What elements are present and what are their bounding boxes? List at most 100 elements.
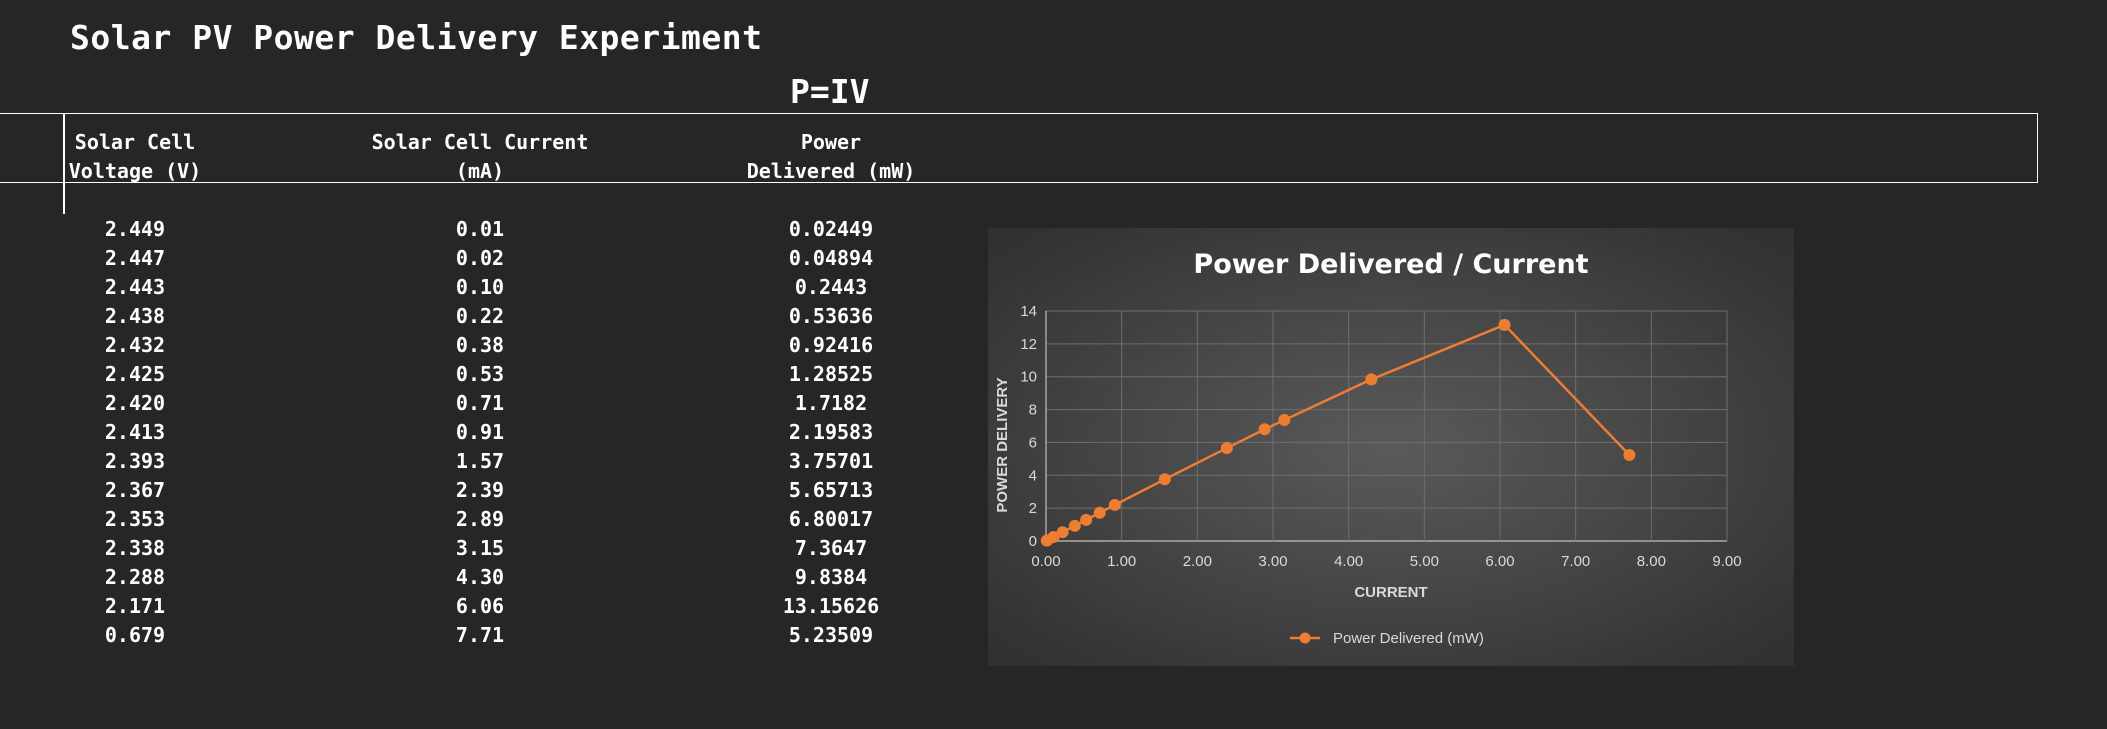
formula-label: P=IV [790, 72, 870, 111]
data-point [1258, 423, 1271, 436]
data-point [1108, 498, 1121, 511]
x-tick-label: 7.00 [1561, 553, 1590, 570]
cell-power: 3.75701 [788, 449, 874, 473]
cell-power: 1.28525 [788, 362, 874, 386]
column-header-power-line2: Delivered (mW) [746, 159, 916, 183]
data-point [1068, 519, 1081, 532]
cell-current: 1.57 [455, 449, 505, 473]
cell-current: 0.91 [455, 420, 505, 444]
cell-voltage: 2.393 [104, 449, 166, 473]
cell-voltage: 2.338 [104, 536, 166, 560]
column-header-power: Power Delivered (mW) [740, 128, 922, 186]
column-header-voltage: Solar Cell Voltage (V) [64, 128, 206, 186]
cell-voltage: 2.420 [104, 391, 166, 415]
table-left-divider [63, 113, 65, 214]
cell-current: 0.38 [455, 333, 505, 357]
y-tick-label: 8 [1029, 402, 1037, 419]
cell-voltage: 2.443 [104, 275, 166, 299]
x-tick-label: 8.00 [1637, 553, 1666, 570]
cell-power: 7.3647 [794, 536, 868, 560]
chart-panel: Power Delivered / Current 0 2 4 6 8 10 12 14 0.0… [988, 228, 1794, 666]
cell-voltage: 2.438 [104, 304, 166, 328]
chart-legend: Power Delivered (mW) [1290, 630, 1484, 647]
cell-power: 5.23509 [788, 623, 874, 647]
column-header-voltage-line1: Solar Cell [74, 130, 196, 154]
table-header-border [0, 113, 2038, 183]
cell-current: 7.71 [455, 623, 505, 647]
cell-current: 0.22 [455, 304, 505, 328]
cell-power: 0.2443 [794, 275, 868, 299]
x-tick-label: 3.00 [1258, 553, 1287, 570]
x-tick-label: 5.00 [1410, 553, 1439, 570]
legend-label: Power Delivered (mW) [1333, 630, 1484, 647]
y-axis-title: POWER DELIVERY [994, 377, 1011, 512]
cell-voltage: 2.425 [104, 362, 166, 386]
chart-ticks: 0 2 4 6 8 10 12 14 0.00 1.00 2.00 3.00 4.00 5.00 6.00 7… [1020, 303, 1741, 570]
cell-current: 2.89 [455, 507, 505, 531]
cell-voltage: 2.171 [104, 594, 166, 618]
data-point [1080, 513, 1093, 526]
chart-series [1040, 318, 1636, 547]
y-tick-label: 12 [1020, 336, 1037, 353]
cell-power: 0.53636 [788, 304, 874, 328]
cell-current: 3.15 [455, 536, 505, 560]
cell-current: 0.02 [455, 246, 505, 270]
cell-power: 13.15626 [782, 594, 880, 618]
data-point [1220, 442, 1233, 455]
column-header-voltage-line2: Voltage (V) [68, 159, 202, 183]
column-header-current-line2: (mA) [455, 159, 505, 183]
legend-marker [1299, 632, 1311, 644]
chart-title: Power Delivered / Current [1193, 249, 1588, 280]
cell-current: 0.10 [455, 275, 505, 299]
x-tick-label: 4.00 [1334, 553, 1363, 570]
cell-power: 9.8384 [794, 565, 868, 589]
x-tick-label: 2.00 [1183, 553, 1212, 570]
cell-power: 6.80017 [788, 507, 874, 531]
cell-current: 0.53 [455, 362, 505, 386]
cell-power: 0.02449 [788, 217, 874, 241]
cell-voltage: 2.413 [104, 420, 166, 444]
data-point [1278, 414, 1291, 427]
cell-voltage: 2.288 [104, 565, 166, 589]
x-axis-title: CURRENT [1354, 584, 1427, 601]
cell-current: 6.06 [455, 594, 505, 618]
column-header-current: Solar Cell Current (mA) [360, 128, 600, 186]
data-point [1093, 506, 1106, 519]
cell-voltage: 2.449 [104, 217, 166, 241]
cell-voltage: 2.447 [104, 246, 166, 270]
y-tick-label: 14 [1020, 303, 1037, 320]
data-point [1365, 373, 1378, 386]
cell-voltage: 2.367 [104, 478, 166, 502]
cell-current: 2.39 [455, 478, 505, 502]
cell-current: 4.30 [455, 565, 505, 589]
y-tick-label: 2 [1029, 500, 1037, 517]
cell-current: 0.71 [455, 391, 505, 415]
data-point [1498, 318, 1511, 331]
column-header-power-line1: Power [800, 130, 862, 154]
x-tick-label: 1.00 [1107, 553, 1136, 570]
x-tick-label: 9.00 [1712, 553, 1741, 570]
data-point [1158, 473, 1171, 486]
data-point [1047, 530, 1060, 543]
cell-current: 0.01 [455, 217, 505, 241]
cell-voltage: 2.353 [104, 507, 166, 531]
cell-power: 1.7182 [794, 391, 868, 415]
cell-power: 2.19583 [788, 420, 874, 444]
data-point [1623, 448, 1636, 461]
cell-voltage: 0.679 [104, 623, 166, 647]
page-title: Solar PV Power Delivery Experiment [70, 18, 763, 57]
chart-grid [1045, 310, 1728, 542]
cell-power: 0.92416 [788, 333, 874, 357]
cell-power: 5.65713 [788, 478, 874, 502]
x-tick-label: 6.00 [1485, 553, 1514, 570]
power-vs-current-chart: Power Delivered / Current 0 2 4 6 8 10 12 14 0.0… [994, 249, 1742, 647]
cell-power: 0.04894 [788, 246, 874, 270]
y-tick-label: 10 [1020, 369, 1037, 386]
y-tick-label: 6 [1029, 434, 1037, 451]
x-tick-label: 0.00 [1031, 553, 1060, 570]
data-point [1056, 526, 1069, 539]
column-header-current-line1: Solar Cell Current [371, 130, 589, 154]
y-tick-label: 4 [1029, 467, 1037, 484]
y-tick-label: 0 [1029, 533, 1037, 550]
cell-voltage: 2.432 [104, 333, 166, 357]
